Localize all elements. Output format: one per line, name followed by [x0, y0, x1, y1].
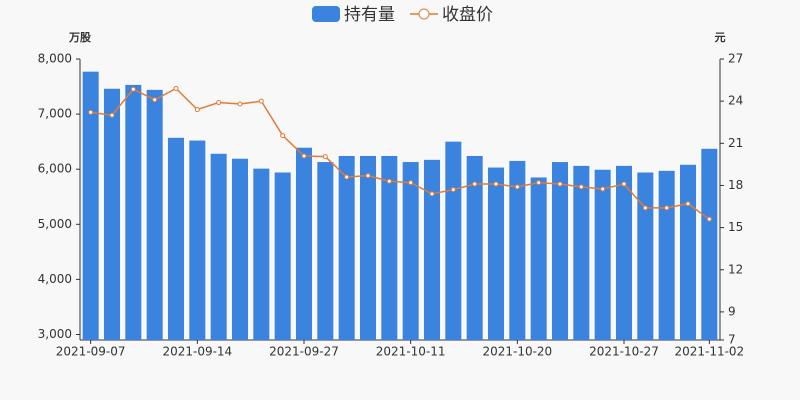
legend-label: 收盘价	[442, 5, 493, 25]
bar	[104, 88, 120, 341]
x-tick-label: 2021-10-27	[589, 345, 659, 359]
point	[600, 186, 606, 192]
bar	[701, 148, 718, 340]
y-tick-label: 8,000	[38, 52, 72, 66]
y-tick-label: 7,000	[38, 107, 72, 121]
bar	[168, 137, 184, 340]
bar	[381, 155, 398, 340]
bar	[232, 158, 248, 340]
point	[557, 181, 563, 187]
x-tick-label: 2021-09-07	[56, 345, 126, 359]
bar	[274, 172, 291, 340]
point	[173, 86, 179, 92]
y2-tick-label: 9	[728, 304, 736, 318]
bar	[317, 162, 334, 340]
bar	[573, 165, 590, 340]
x-tick-label: 2021-10-11	[376, 345, 446, 359]
point	[472, 181, 478, 187]
point	[429, 191, 435, 197]
y2-tick-label: 21	[728, 136, 743, 150]
point	[578, 184, 584, 190]
point	[514, 184, 520, 190]
bar	[82, 71, 99, 340]
bar	[253, 168, 270, 340]
point	[258, 98, 264, 104]
bar	[445, 141, 462, 340]
bar	[424, 159, 440, 340]
y2-tick-label: 12	[728, 262, 743, 276]
point	[408, 180, 414, 186]
point	[493, 181, 499, 187]
y2-tick-label: 15	[728, 220, 743, 234]
x-tick-label: 2021-09-14	[162, 345, 232, 359]
point	[536, 180, 542, 186]
y2-tick-label: 24	[728, 94, 743, 108]
bar	[680, 164, 696, 340]
bar	[146, 89, 163, 340]
bar	[552, 162, 568, 340]
legend-label: 持有量	[344, 5, 395, 25]
bar	[210, 153, 227, 340]
legend-swatch	[312, 6, 340, 22]
point	[642, 205, 648, 211]
point	[216, 100, 222, 106]
bar	[360, 155, 376, 340]
point	[386, 178, 392, 184]
point	[280, 133, 286, 139]
bar	[594, 169, 611, 340]
bar	[509, 160, 526, 340]
bar	[488, 167, 504, 340]
point	[88, 109, 94, 115]
point	[450, 187, 456, 193]
y-axis-label: 万股	[68, 31, 92, 44]
line	[90, 87, 710, 220]
y2-axis-label: 元	[715, 31, 726, 44]
y-tick-label: 4,000	[38, 272, 72, 286]
point	[237, 101, 243, 107]
bar	[338, 155, 355, 340]
point	[109, 112, 115, 118]
point	[365, 173, 371, 179]
bar	[125, 84, 142, 340]
y-tick-label: 5,000	[38, 217, 72, 231]
bar	[658, 170, 675, 340]
bar	[466, 155, 483, 340]
point	[706, 216, 712, 222]
point	[301, 153, 307, 159]
bar	[637, 172, 654, 340]
point	[130, 86, 136, 92]
y-tick-label: 3,000	[38, 327, 72, 341]
bar	[530, 177, 547, 340]
y2-tick-label: 7	[728, 333, 736, 347]
y2-tick-label: 27	[728, 52, 743, 66]
x-tick-label: 2021-10-20	[482, 345, 552, 359]
point	[621, 181, 627, 187]
legend-swatch	[418, 8, 430, 20]
point	[344, 174, 350, 180]
bar	[189, 140, 206, 340]
bar	[616, 165, 632, 340]
bar	[296, 147, 312, 340]
y2-tick-label: 18	[728, 178, 743, 192]
x-tick-label: 2021-11-02	[674, 345, 744, 359]
bar	[402, 162, 419, 340]
point	[194, 107, 200, 113]
point	[685, 201, 691, 207]
y-tick-label: 6,000	[38, 162, 72, 176]
point	[152, 97, 158, 103]
x-tick-label: 2021-09-27	[269, 345, 339, 359]
point	[322, 154, 328, 160]
point	[664, 205, 670, 211]
